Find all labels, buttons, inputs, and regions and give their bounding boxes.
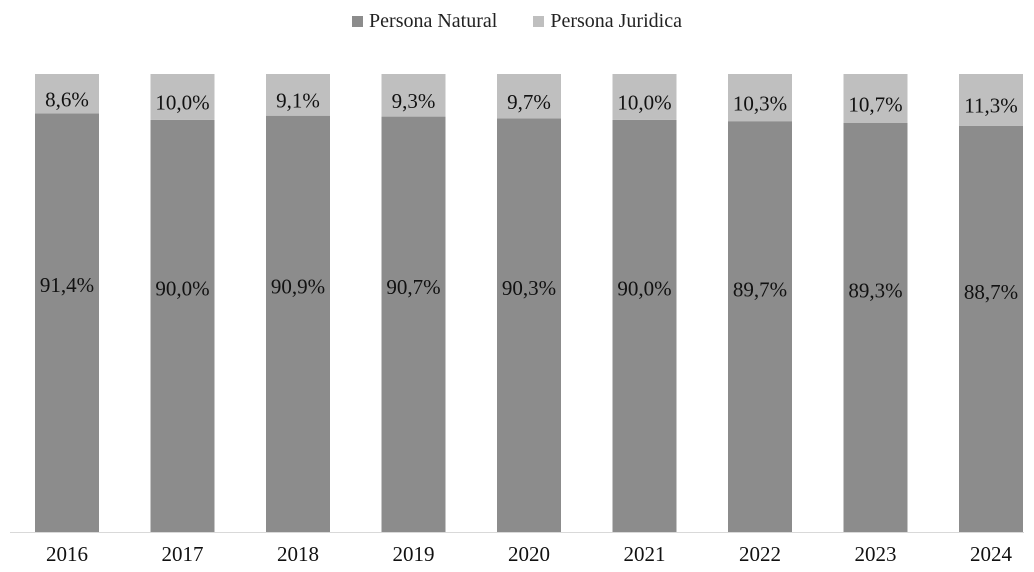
bar-persona-natural-2016 bbox=[35, 113, 99, 532]
bar-persona-juridica-2019 bbox=[381, 74, 446, 117]
legend-swatch-persona-juridica bbox=[533, 16, 545, 27]
bar-persona-natural-2020 bbox=[497, 118, 561, 533]
legend-item-persona-juridica: Persona Juridica bbox=[533, 10, 682, 33]
x-tick-label-2021: 2021 bbox=[624, 542, 666, 566]
legend-label-persona-natural: Persona Natural bbox=[369, 10, 498, 32]
legend-item-persona-natural: Persona Natural bbox=[352, 10, 497, 33]
data-label-persona-juridica-2024: 11,3% bbox=[964, 94, 1017, 118]
data-label-persona-natural-2018: 90,9% bbox=[271, 274, 325, 298]
bar-persona-juridica-2022 bbox=[728, 74, 792, 122]
bar-persona-natural-2022 bbox=[728, 121, 792, 532]
data-label-persona-natural-2022: 89,7% bbox=[733, 277, 787, 301]
data-label-persona-juridica-2019: 9,3% bbox=[392, 89, 436, 113]
bar-persona-juridica-2016 bbox=[35, 74, 99, 114]
bar-persona-juridica-2020 bbox=[497, 74, 561, 119]
data-label-persona-natural-2019: 90,7% bbox=[386, 275, 440, 299]
x-tick-label-2024: 2024 bbox=[970, 542, 1013, 566]
data-label-persona-juridica-2021: 10,0% bbox=[617, 91, 671, 115]
x-tick-label-2019: 2019 bbox=[393, 542, 435, 566]
bar-persona-natural-2018 bbox=[266, 115, 330, 532]
data-label-persona-natural-2021: 90,0% bbox=[617, 277, 671, 301]
bar-persona-juridica-2017 bbox=[150, 74, 215, 120]
data-label-persona-natural-2023: 89,3% bbox=[848, 279, 902, 303]
legend: Persona Natural Persona Juridica bbox=[0, 10, 1034, 33]
bar-persona-natural-2023 bbox=[843, 123, 908, 533]
data-label-persona-natural-2016: 91,4% bbox=[40, 273, 94, 297]
data-label-persona-juridica-2017: 10,0% bbox=[155, 91, 209, 115]
data-label-persona-natural-2017: 90,0% bbox=[155, 277, 209, 301]
legend-swatch-persona-natural bbox=[352, 16, 364, 27]
x-tick-label-2017: 2017 bbox=[162, 542, 204, 566]
bar-persona-juridica-2021 bbox=[612, 74, 677, 120]
data-label-persona-natural-2020: 90,3% bbox=[502, 276, 556, 300]
data-label-persona-juridica-2023: 10,7% bbox=[848, 92, 902, 116]
x-tick-label-2018: 2018 bbox=[277, 542, 319, 566]
data-label-persona-natural-2024: 88,7% bbox=[964, 280, 1018, 304]
bar-persona-juridica-2018 bbox=[266, 74, 330, 116]
bar-persona-natural-2024 bbox=[959, 125, 1023, 532]
data-label-persona-juridica-2020: 9,7% bbox=[507, 90, 551, 114]
x-tick-label-2022: 2022 bbox=[739, 542, 781, 566]
bar-persona-natural-2021 bbox=[612, 119, 677, 533]
bar-persona-natural-2019 bbox=[381, 116, 446, 533]
bar-persona-natural-2017 bbox=[150, 119, 215, 533]
legend-label-persona-juridica: Persona Juridica bbox=[550, 10, 682, 32]
bar-persona-juridica-2023 bbox=[843, 74, 908, 124]
data-label-persona-juridica-2016: 8,6% bbox=[45, 88, 89, 112]
x-tick-label-2020: 2020 bbox=[508, 542, 550, 566]
data-label-persona-juridica-2018: 9,1% bbox=[276, 89, 320, 113]
x-tick-label-2023: 2023 bbox=[855, 542, 897, 566]
x-tick-label-2016: 2016 bbox=[46, 542, 88, 566]
bar-persona-juridica-2024 bbox=[959, 74, 1023, 126]
data-label-persona-juridica-2022: 10,3% bbox=[733, 91, 787, 115]
